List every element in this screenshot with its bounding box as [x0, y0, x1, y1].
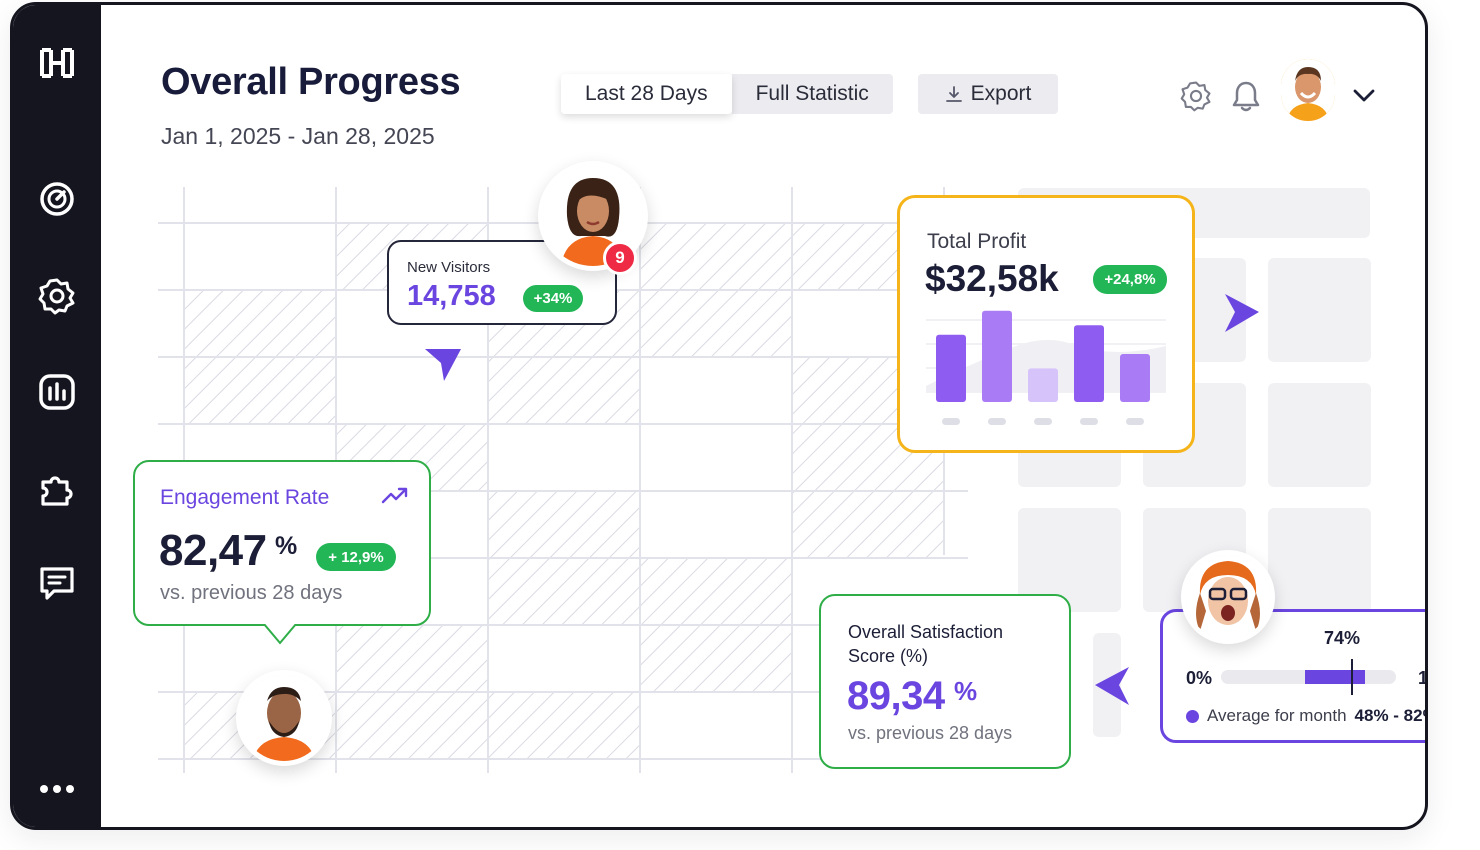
more-icon[interactable] — [35, 767, 79, 811]
profit-tick-placeholder — [942, 418, 960, 425]
download-icon — [945, 86, 962, 102]
export-button[interactable]: Export — [918, 74, 1058, 114]
bell-icon[interactable] — [1229, 79, 1263, 113]
satisfaction-comparison: vs. previous 28 days — [848, 723, 1013, 743]
satisfaction-value: 89,34 — [847, 674, 945, 718]
cursor-pointer-icon — [425, 349, 461, 381]
period-tabs: Last 28 Days Full Statistic — [561, 74, 893, 114]
profit-tick-placeholder — [1080, 418, 1098, 425]
cursor-pointer-icon — [1095, 667, 1129, 705]
range-legend-prefix: Average for month — [1207, 706, 1347, 725]
engagement-comparison: vs. previous 28 days — [160, 582, 343, 604]
new-visitors-value: 14,758 — [407, 280, 496, 312]
satisfaction-unit: % — [954, 676, 978, 706]
profit-bar — [1074, 325, 1104, 402]
sidebar — [13, 5, 101, 827]
range-legend: Average for month 48% - 82% — [1186, 706, 1425, 726]
engagement-rate-value: 82,47 — [159, 526, 267, 575]
range-min-label: 0% — [1186, 668, 1213, 688]
notification-badge: 9 — [603, 241, 637, 275]
total-profit-value: $32,58k — [925, 258, 1059, 299]
total-profit-card[interactable]: Total Profit $32,58k +24,8% — [897, 195, 1195, 453]
page-title: Overall Progress — [161, 61, 461, 103]
visitor-avatar — [538, 161, 648, 271]
engagement-change-badge: + 12,9% — [316, 543, 396, 571]
profit-bar — [1028, 368, 1058, 402]
tooltip-pointer — [263, 623, 297, 645]
chevron-down-icon[interactable] — [1347, 79, 1381, 113]
new-visitors-label: New Visitors — [407, 259, 491, 276]
total-profit-label: Total Profit — [927, 230, 1027, 253]
engagement-rate-card[interactable]: Engagement Rate 82,47 % + 12,9% vs. prev… — [133, 460, 431, 626]
user-avatar[interactable] — [1281, 59, 1335, 121]
profit-tick-placeholder — [1126, 418, 1144, 425]
puzzle-icon[interactable] — [35, 467, 79, 511]
settings-icon[interactable] — [1179, 79, 1213, 113]
satisfaction-label: Overall Satisfaction Score (%) — [848, 622, 1004, 666]
profit-bar — [936, 334, 966, 402]
legend-dot — [1186, 709, 1199, 723]
profit-tick-placeholder — [1034, 418, 1052, 425]
range-track — [1221, 659, 1396, 695]
dashboard-icon[interactable] — [35, 177, 79, 221]
range-marker — [1350, 659, 1353, 695]
engaged-user-avatar — [236, 670, 332, 766]
profit-bar-chart — [926, 310, 1166, 425]
logo-icon[interactable] — [35, 41, 79, 85]
total-profit-change-badge: +24,8% — [1093, 265, 1167, 294]
cursor-pointer-icon — [1225, 294, 1259, 332]
range-fill — [1305, 670, 1365, 684]
range-current-value: 74% — [1324, 628, 1361, 648]
profit-bar — [982, 310, 1012, 402]
engagement-rate-unit: % — [275, 532, 298, 560]
tab-last-28-days[interactable]: Last 28 Days — [561, 74, 732, 114]
engagement-rate-label: Engagement Rate — [160, 486, 330, 509]
analytics-icon[interactable] — [35, 370, 79, 414]
settings-icon[interactable] — [35, 274, 79, 318]
excited-user-avatar — [1181, 550, 1275, 644]
date-range: Jan 1, 2025 - Jan 28, 2025 — [161, 123, 435, 149]
messages-icon[interactable] — [35, 561, 79, 605]
trend-up-icon — [381, 487, 408, 504]
profit-bar — [1120, 354, 1150, 402]
range-max-label: 100% — [1418, 668, 1428, 688]
app-window: Overall Progress Jan 1, 2025 - Jan 28, 2… — [10, 2, 1428, 830]
export-label: Export — [970, 82, 1032, 105]
range-legend-value: 48% - 82% — [1354, 706, 1425, 725]
profit-tick-placeholder — [988, 418, 1006, 425]
new-visitors-change-badge: +34% — [523, 285, 583, 312]
tab-full-statistic[interactable]: Full Statistic — [731, 74, 893, 114]
satisfaction-card[interactable]: Overall Satisfaction Score (%) 89,34 % v… — [819, 594, 1071, 769]
